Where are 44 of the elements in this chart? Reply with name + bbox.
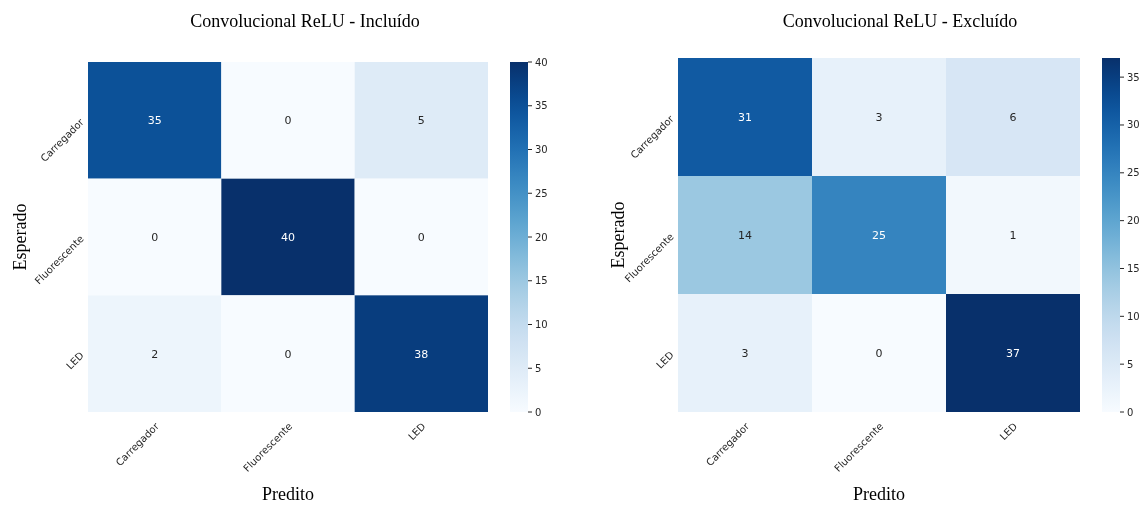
color-bar-label: 20 xyxy=(1127,215,1140,227)
x-axis-title: Predito xyxy=(853,484,905,504)
color-bar-label: 25 xyxy=(535,187,548,199)
y-tick-label: LED xyxy=(64,349,87,372)
x-axis-title: Predito xyxy=(262,484,314,504)
data-label: 38 xyxy=(414,347,429,361)
data-label: 5 xyxy=(417,114,425,128)
data-label: 3 xyxy=(741,346,749,360)
data-label: 0 xyxy=(875,346,883,360)
data-label: 14 xyxy=(738,228,752,242)
color-bar-label: 5 xyxy=(1127,358,1134,370)
color-bar-label: 30 xyxy=(535,144,548,155)
color-bar-label: 15 xyxy=(535,275,548,287)
chart-title: Convolucional ReLU - Incluído xyxy=(190,11,420,31)
color-bar-label: 35 xyxy=(535,100,548,112)
color-bar-label: 40 xyxy=(535,56,548,68)
color-bar-label: 30 xyxy=(1127,119,1140,131)
color-bar-label: 0 xyxy=(1127,406,1134,418)
data-label: 3 xyxy=(875,110,883,124)
color-bar-label: 10 xyxy=(1127,310,1140,322)
color-bar-label: 35 xyxy=(1127,71,1140,83)
data-label: 1 xyxy=(1009,228,1017,242)
data-label: 2 xyxy=(151,347,159,361)
y-tick-label: LED xyxy=(654,348,677,371)
color-bar-label: 20 xyxy=(535,231,548,243)
color-bar-label: 0 xyxy=(535,406,542,418)
data-label: 0 xyxy=(284,114,292,128)
color-bar-label: 5 xyxy=(535,362,542,374)
y-axis-title: Esperado xyxy=(10,203,31,271)
color-bar-label: 15 xyxy=(1127,262,1140,274)
data-label: 25 xyxy=(872,228,886,242)
color-bar-label: 10 xyxy=(535,319,548,330)
data-label: 37 xyxy=(1006,346,1020,360)
color-bar-label: 25 xyxy=(1127,167,1140,179)
chart-title: Convolucional ReLU - Excluído xyxy=(782,11,1018,31)
data-label: 31 xyxy=(738,110,752,124)
data-label: 0 xyxy=(417,230,425,244)
data-label: 40 xyxy=(281,230,295,244)
x-tick-label: LED xyxy=(997,420,1020,443)
data-label: 0 xyxy=(284,347,292,361)
x-tick-label: LED xyxy=(406,420,428,443)
data-label: 6 xyxy=(1009,110,1017,124)
data-label: 0 xyxy=(151,230,159,244)
data-label: 35 xyxy=(147,114,162,128)
